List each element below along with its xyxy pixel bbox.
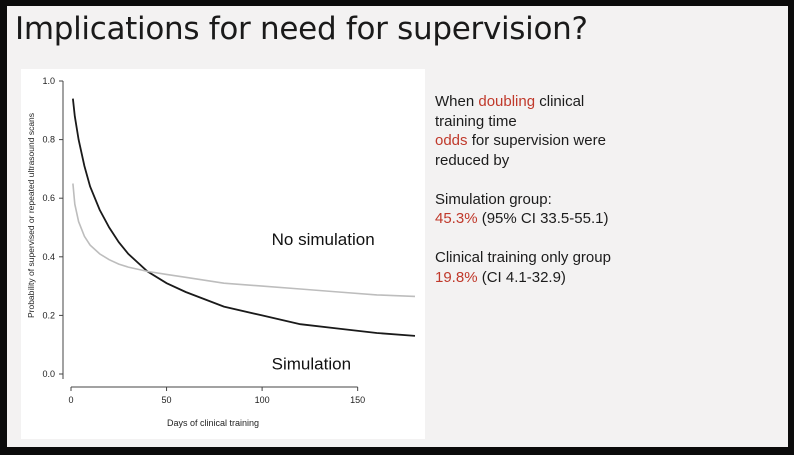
x-tick-label: 150 (350, 395, 365, 405)
findings-text: When doubling clinical training time odd… (435, 92, 635, 287)
simulation-group-heading: Simulation group: (435, 190, 552, 208)
series-label-simulation: Simulation (272, 355, 351, 374)
intro-prefix: When (435, 93, 479, 110)
y-tick-label: 0.2 (42, 310, 55, 320)
highlight-odds: odds (435, 132, 468, 149)
chart-panel: 0.0 0.2 0.4 0.6 0.8 1.0 0 50 100 150 Days of clini… (21, 69, 425, 439)
y-axis-title: Probability of supervised or repeated ul… (26, 113, 36, 318)
series-line-no-simulation (72, 183, 416, 298)
clinical-group-heading: Clinical training only group (435, 249, 611, 266)
x-tick-label: 50 (162, 395, 172, 405)
x-axis-title: Days of clinical training (167, 418, 259, 428)
simulation-group-ci: (95% CI 33.5-55.1) (477, 210, 609, 227)
simulation-group-block: Simulation group: 45.3% (95% CI 33.5-55.… (435, 190, 635, 229)
y-tick-label: 0.6 (42, 193, 55, 203)
line-chart: 0.0 0.2 0.4 0.6 0.8 1.0 0 50 100 150 Days of clini… (26, 76, 416, 428)
clinical-group-value: 19.8% (435, 268, 478, 286)
y-tick-label: 1.0 (42, 76, 55, 86)
series-line-simulation (72, 98, 416, 337)
slide-title: Implications for need for supervision? (15, 11, 588, 47)
odds-line: odds for supervision were reduced by (435, 131, 635, 170)
simulation-group-value: 45.3% (435, 210, 478, 227)
y-tick-label: 0.4 (42, 252, 55, 262)
y-tick-label: 0.8 (42, 135, 55, 145)
intro-rest: clinical training time (435, 93, 585, 130)
series-label-no-simulation: No simulation (272, 230, 375, 249)
odds-rest: for supervision were reduced by (435, 132, 606, 169)
slide: Implications for need for supervision? 0… (7, 6, 788, 447)
clinical-group-ci: (CI 4.1-32.9) (477, 268, 566, 286)
intro-line: When doubling clinical training time (435, 92, 635, 131)
clinical-group-block: Clinical training only group 19.8% (CI 4… (435, 248, 635, 287)
x-tick-label: 100 (255, 395, 270, 405)
y-tick-label: 0.0 (42, 369, 55, 379)
x-tick-label: 0 (68, 395, 73, 405)
highlight-doubling: doubling (478, 93, 536, 110)
